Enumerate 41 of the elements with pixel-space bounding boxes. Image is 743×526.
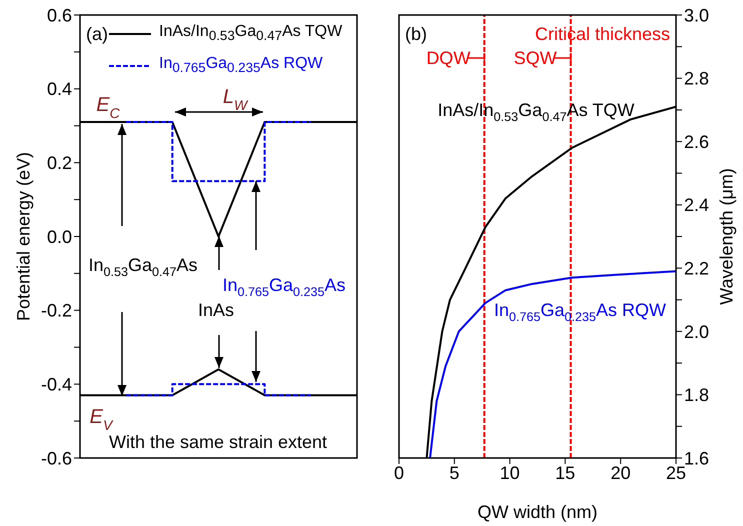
y-tick-label: 0.2 <box>46 153 72 174</box>
annotation: E$_{C}$ <box>96 94 121 121</box>
y-tick-label: 2.2 <box>684 258 710 279</box>
annotation: (b) <box>405 24 427 44</box>
y-tick-label: 0.0 <box>46 226 72 247</box>
annotation: L$_{W}$ <box>222 86 249 113</box>
annotation: In$_{0.53}$Ga$_{0.47}$As <box>88 255 198 279</box>
x-axis-title: QW width (nm) <box>477 502 598 522</box>
x-tick-label: 10 <box>500 462 520 483</box>
series-label: In$_{0.765}$Ga$_{0.235}$As RQW <box>494 300 666 324</box>
y-axis-title: Potential energy (eV) <box>13 152 34 322</box>
y-tick-label: 3.0 <box>684 5 710 26</box>
ref-line-label: DQW <box>426 48 470 68</box>
y-tick-label: 2.0 <box>684 322 710 342</box>
y-tick-label: 0.6 <box>46 5 72 26</box>
x-tick-label: 5 <box>449 462 460 483</box>
annotation: Critical thickness <box>534 24 670 44</box>
y-tick-label: 1.6 <box>684 448 710 468</box>
y-axis-title: Wavelength (μm) <box>716 168 736 305</box>
legend-label: InAs/In$_{0.53}$Ga$_{0.47}$As TQW <box>159 22 342 46</box>
y-tick-label: 2.8 <box>684 68 710 89</box>
y-tick-label: 0.4 <box>46 79 72 100</box>
x-tick-label: 15 <box>555 462 576 483</box>
line-series <box>429 270 676 458</box>
y-tick-label: 1.8 <box>684 385 710 406</box>
y-tick-label: -0.2 <box>40 300 72 321</box>
annotation: (a) <box>86 24 108 44</box>
y-tick-label: -0.6 <box>40 448 72 468</box>
y-tick-label: 2.6 <box>684 132 710 152</box>
annotation: In$_{0.765}$Ga$_{0.235}$As <box>222 275 346 299</box>
x-tick-label: 25 <box>666 462 686 483</box>
y-tick-label: 2.4 <box>684 195 710 216</box>
annotation: With the same strain extent <box>108 432 328 452</box>
x-tick-label: 0 <box>394 462 404 483</box>
ref-line-label: SQW <box>514 48 557 68</box>
annotation: E$_{V}$ <box>90 406 114 433</box>
series-label: InAs/In$_{0.53}$Ga$_{0.47}$As TQW <box>438 100 634 124</box>
x-tick-label: 20 <box>610 462 631 483</box>
y-tick-label: -0.4 <box>40 374 72 395</box>
annotation: InAs <box>198 300 234 320</box>
legend-label: In$_{0.765}$Ga$_{0.235}$As RQW <box>159 54 323 78</box>
